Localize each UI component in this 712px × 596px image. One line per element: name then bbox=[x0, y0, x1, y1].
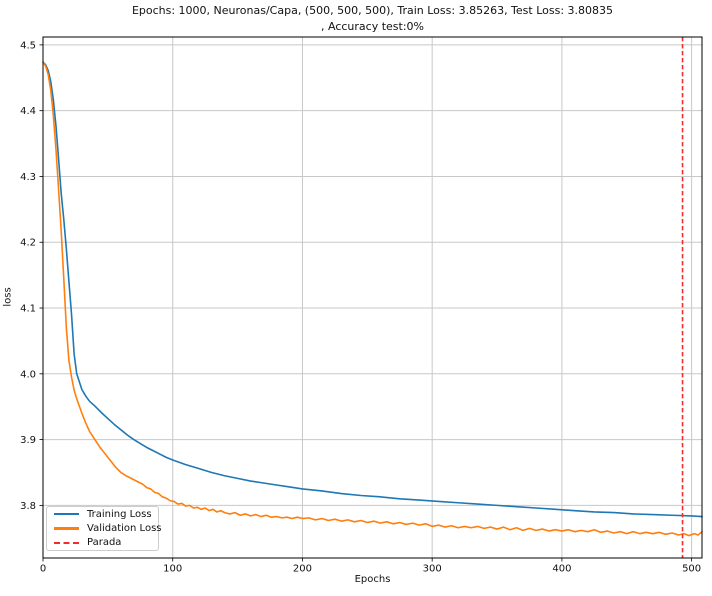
y-tick-label: 3.9 bbox=[20, 435, 36, 446]
chart-title-line2: , Accuracy test:0% bbox=[321, 20, 424, 33]
legend-label-training-loss: Training Loss bbox=[87, 508, 152, 520]
legend-label-validation-loss: Validation Loss bbox=[87, 522, 162, 534]
y-tick-label: 4.3 bbox=[20, 172, 36, 183]
legend-entry-training-loss: Training Loss bbox=[47, 507, 158, 521]
legend-label-parada: Parada bbox=[87, 537, 122, 549]
x-tick-label: 300 bbox=[423, 564, 442, 575]
y-tick-label: 4.2 bbox=[20, 238, 36, 249]
chart-title: Epochs: 1000, Neuronas/Capa, (500, 500, … bbox=[43, 3, 702, 35]
x-axis-label: Epochs bbox=[354, 574, 391, 585]
y-tick-label: 4.1 bbox=[20, 304, 36, 315]
x-tick-label: 200 bbox=[293, 564, 312, 575]
y-axis-label: loss bbox=[2, 287, 14, 307]
y-tick-label: 4.0 bbox=[20, 369, 36, 380]
x-tick-label: 400 bbox=[552, 564, 571, 575]
y-tick-label: 4.4 bbox=[20, 106, 36, 117]
validation-loss-line bbox=[42, 61, 703, 537]
y-tick-label: 4.5 bbox=[20, 40, 36, 51]
axes-spines bbox=[42, 36, 703, 559]
y-tick-label: 3.8 bbox=[20, 501, 36, 512]
x-tick-label: 500 bbox=[682, 564, 701, 575]
legend-entry-validation-loss: Validation Loss bbox=[47, 521, 162, 535]
x-tick-label: 100 bbox=[163, 564, 182, 575]
validation-loss-line-swatch bbox=[54, 527, 79, 530]
legend-entry-parada: Parada bbox=[47, 536, 158, 550]
x-tick-label: 0 bbox=[40, 564, 46, 575]
legend: Training Loss Validation Loss Parada bbox=[46, 506, 162, 551]
training-loss-line bbox=[42, 61, 703, 518]
parada-dashed-line-swatch bbox=[54, 541, 79, 544]
chart-title-line1: Epochs: 1000, Neuronas/Capa, (500, 500, … bbox=[131, 4, 614, 17]
training-loss-line-swatch bbox=[54, 512, 79, 516]
